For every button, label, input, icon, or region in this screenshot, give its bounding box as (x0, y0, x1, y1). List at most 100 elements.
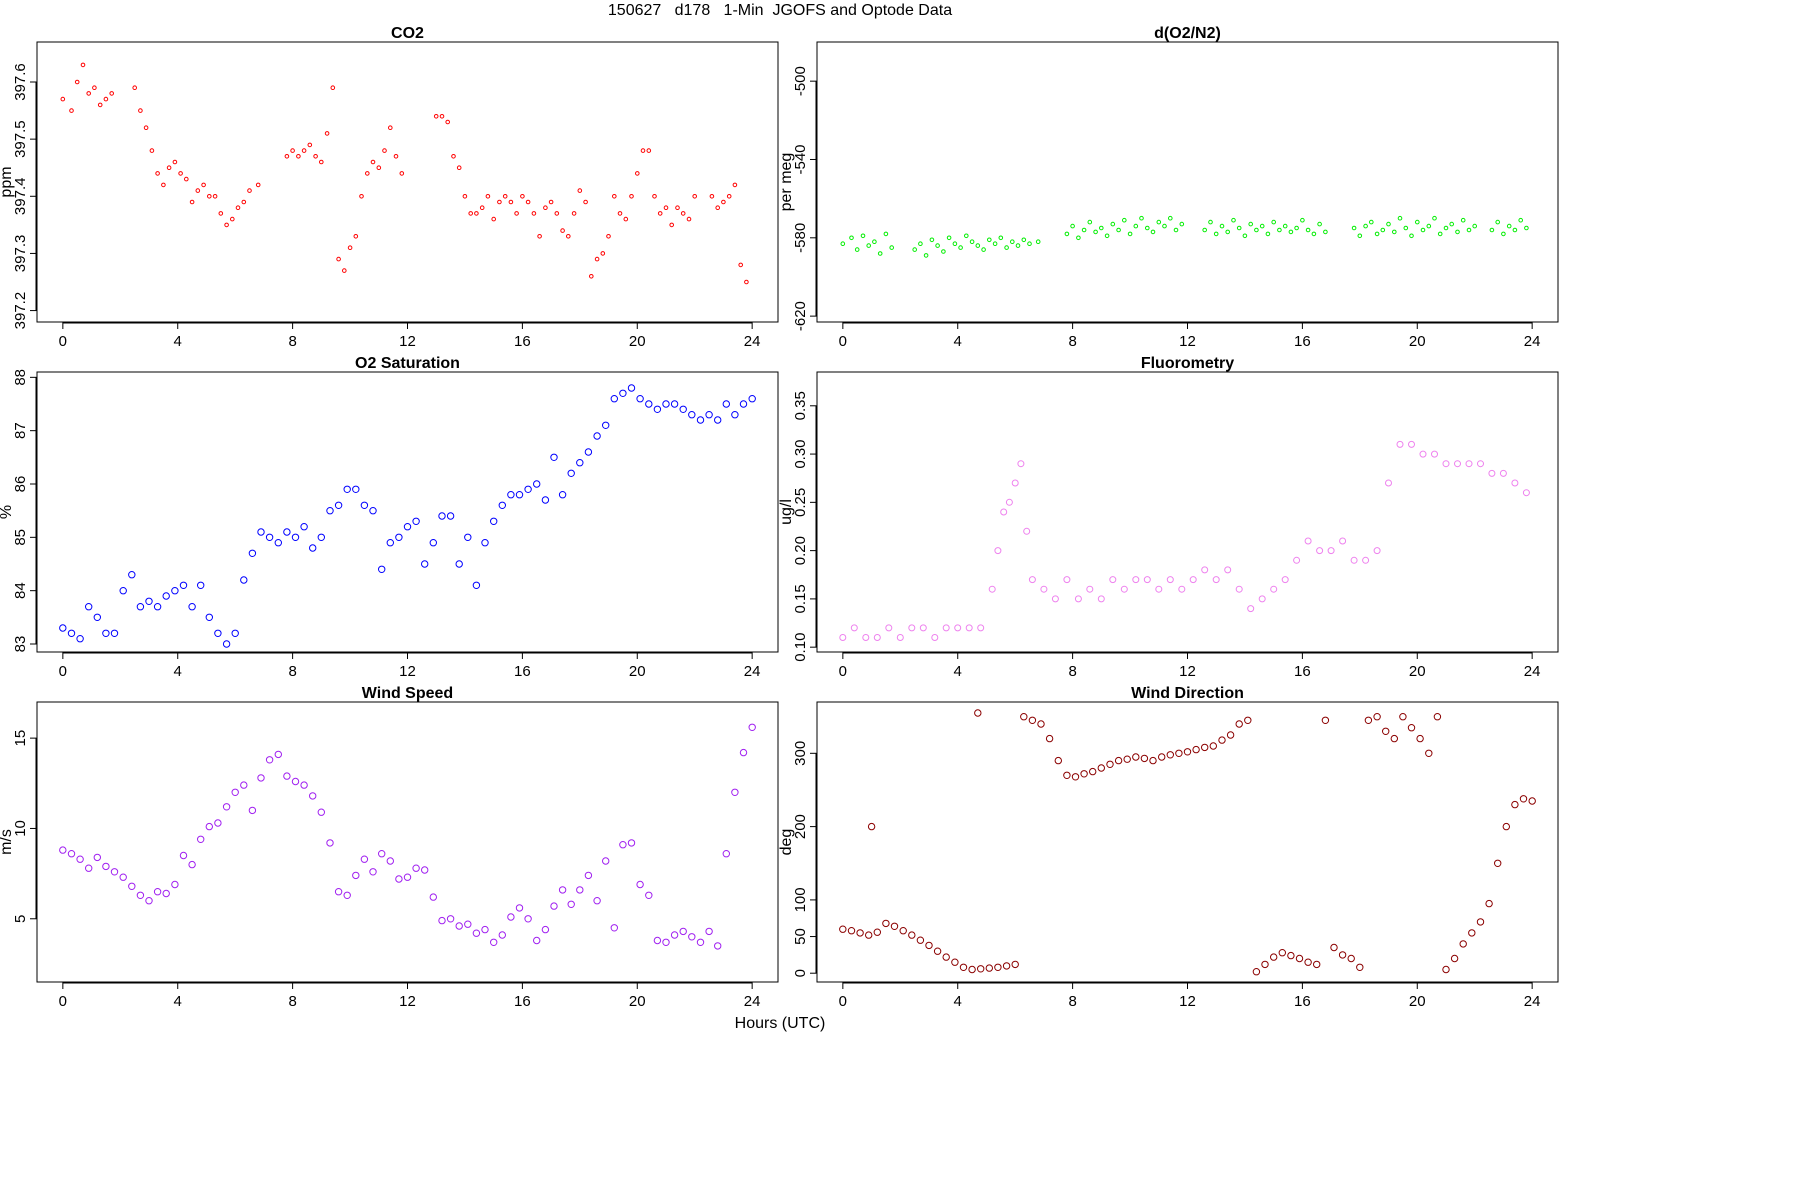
data-point (474, 211, 479, 216)
data-point (1369, 219, 1374, 225)
data-point (1114, 756, 1123, 765)
data-point (680, 211, 686, 216)
data-point (412, 864, 420, 872)
data-point (395, 533, 403, 541)
data-point (744, 279, 749, 285)
data-point (67, 850, 76, 858)
chart-panel-5: Wind Direction 0 4 8 12 16 20 24 0 50 100 200 300 deg (778, 685, 1559, 1010)
data-point (635, 171, 640, 176)
data-point (102, 629, 110, 637)
data-point (612, 194, 617, 199)
x-tick-label: 8 (1068, 993, 1076, 1010)
data-point (1023, 527, 1031, 535)
data-point (1293, 556, 1301, 564)
data-point (679, 405, 687, 413)
data-point (1432, 215, 1437, 221)
data-point (360, 501, 369, 509)
data-point (1373, 547, 1381, 555)
x-tick-label: 16 (1294, 663, 1311, 680)
data-point (896, 634, 904, 641)
chart-panel-3: Fluorometry 0 4 8 12 16 20 24 0.10 0.15 0.20 0.25 0.… (778, 355, 1559, 680)
data-point (1021, 237, 1027, 243)
x-tick-label: 20 (1409, 993, 1426, 1010)
data-point (197, 835, 205, 843)
data-point (1089, 767, 1097, 776)
data-point (60, 96, 66, 102)
data-point (865, 931, 873, 939)
data-point (1076, 235, 1081, 241)
data-point (283, 528, 291, 536)
data-point (885, 624, 893, 632)
data-point (376, 165, 382, 170)
data-point (319, 159, 324, 165)
data-point (696, 938, 705, 946)
data-point (309, 544, 317, 552)
data-point (1524, 225, 1529, 231)
data-point (1476, 918, 1485, 926)
data-point (257, 774, 265, 782)
data-point (954, 624, 962, 632)
data-point (1450, 954, 1459, 963)
data-point (619, 389, 627, 397)
data-point (1132, 576, 1140, 584)
data-point (1403, 225, 1409, 231)
data-point (923, 253, 929, 258)
data-point (468, 211, 474, 216)
data-point (1364, 716, 1373, 724)
data-point (543, 205, 548, 210)
data-point (445, 119, 451, 125)
data-point (1281, 576, 1289, 584)
data-point (136, 891, 145, 899)
data-point (1277, 227, 1282, 233)
y-tick-label: 0.25 (792, 488, 809, 517)
data-point (472, 929, 481, 937)
data-point (839, 634, 847, 641)
y-tick-label: 15 (12, 730, 29, 747)
plot-frame (36, 701, 779, 983)
data-point (670, 931, 679, 939)
data-point (1139, 215, 1144, 221)
data-point (1270, 953, 1278, 961)
data-point (662, 400, 670, 408)
data-point (330, 85, 336, 90)
data-point (1397, 215, 1403, 221)
data-point (524, 915, 532, 923)
data-point (342, 268, 347, 273)
data-point (178, 171, 183, 176)
x-tick-label: 0 (839, 993, 847, 1010)
data-point (76, 635, 84, 643)
data-point (485, 194, 491, 199)
data-point (1166, 751, 1175, 759)
data-point (1011, 479, 1019, 487)
data-point (481, 925, 489, 934)
chart-title: d(O2/N2) (1154, 25, 1221, 42)
data-point (748, 723, 756, 731)
data-point (1027, 241, 1032, 246)
data-point (873, 928, 881, 936)
y-tick-label: 100 (792, 887, 809, 912)
data-point (85, 864, 93, 872)
data-point (636, 395, 644, 403)
data-point (739, 400, 748, 408)
data-point (93, 613, 102, 621)
data-point (1208, 219, 1213, 225)
data-point (537, 234, 542, 239)
data-point (1110, 221, 1116, 227)
x-tick-label: 0 (59, 663, 67, 680)
data-point (862, 634, 870, 641)
y-axis-label: ppm (0, 166, 15, 197)
data-point (153, 888, 162, 896)
data-point (675, 205, 680, 210)
data-point (136, 603, 145, 611)
data-point (1071, 773, 1080, 781)
x-tick-label: 20 (1409, 333, 1426, 350)
data-point (438, 512, 446, 520)
data-point (1201, 743, 1209, 752)
data-point (446, 512, 455, 520)
data-point (941, 249, 946, 254)
data-point (1363, 223, 1368, 229)
x-tick-label: 8 (288, 663, 296, 680)
data-point (994, 547, 1002, 555)
data-point (1202, 227, 1207, 233)
data-point (867, 822, 876, 831)
